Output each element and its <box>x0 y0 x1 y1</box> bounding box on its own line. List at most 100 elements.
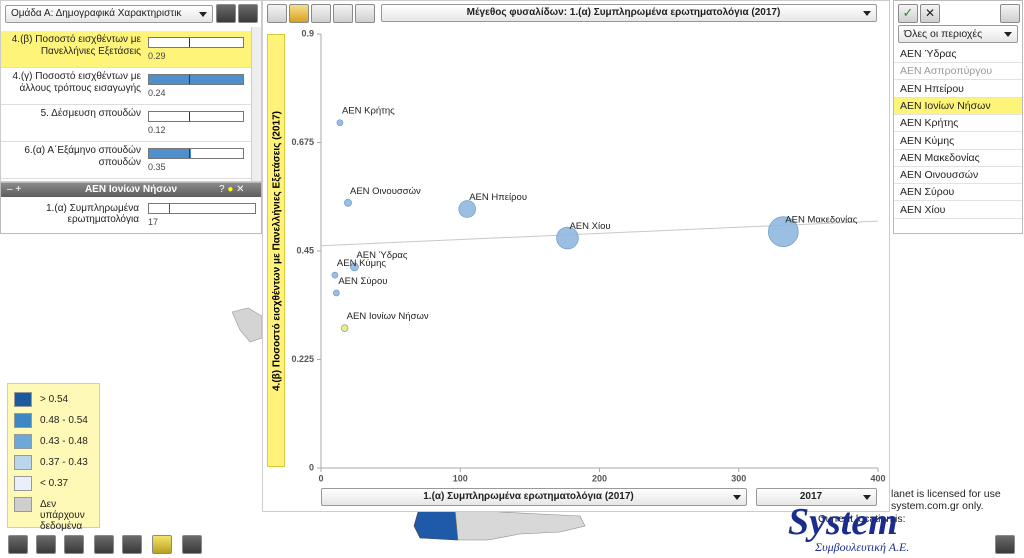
bubble <box>350 262 359 272</box>
bubble <box>340 324 349 332</box>
region-item[interactable]: ΑΕΝ Οινουσσών <box>894 167 1022 185</box>
region-item[interactable]: ΑΕΝ Κρήτης <box>894 115 1022 133</box>
region-item[interactable]: ΑΕΝ Σύρου <box>894 184 1022 202</box>
region-item[interactable]: ΑΕΝ Ύδρας <box>894 46 1022 63</box>
legend-item: 0.48 - 0.54 <box>14 413 100 433</box>
bubble-size-select[interactable]: Μέγεθος φυσαλίδων: 1.(α) Συμπληρωμένα ερ… <box>381 4 877 22</box>
search-button[interactable] <box>216 4 236 23</box>
indicator[interactable]: 4.(β) Ποσοστό εισχθέντων με Πανελλήνιες … <box>1 31 251 68</box>
panel-controls[interactable]: ? ● ✕ <box>219 184 245 195</box>
y-tick-label: 0.9 <box>301 28 314 38</box>
row-label: 1.(α) Συμπληρωμένα ερωτηματολόγια <box>46 203 139 225</box>
table-button[interactable] <box>122 535 142 554</box>
indicator-marker <box>189 38 190 47</box>
region-list: ΑΕΝ Ύδρας ΑΕΝ Ασπροπύργου ΑΕΝ Ηπείρου ΑΕΝ Ι… <box>894 46 1022 226</box>
bubble-label: ΑΕΝ Μακεδονίας <box>785 215 857 226</box>
legend-item: 0.43 - 0.48 <box>14 434 100 454</box>
indicator-panel: Ομάδα Α: Δημογραφικά Χαρακτηριστικ 4.(β)… <box>0 0 262 182</box>
region-selected <box>413 507 459 541</box>
legend-label: Δεν υπάρχουν δεδομένα <box>40 499 85 532</box>
scrollbar[interactable] <box>251 27 261 181</box>
chart-type-button[interactable] <box>289 4 309 23</box>
tools-button[interactable] <box>94 535 114 554</box>
bubble-label: ΑΕΝ Ηπείρου <box>469 192 527 203</box>
region-item[interactable]: ΑΕΝ Κύμης <box>894 133 1022 150</box>
y-axis-title: 4.(β) Ποσοστό εισχθέντων με Πανελλήνιες … <box>272 111 283 391</box>
bubble <box>344 198 352 207</box>
indicator-value: 0.35 <box>148 162 166 172</box>
legend-swatch <box>14 392 32 407</box>
bubble <box>768 216 799 248</box>
indicator[interactable]: 6.(α) Α΄Εξάμηνο σπουδών σπουδών 0.35 <box>1 142 251 179</box>
row-bar-box <box>148 203 256 214</box>
location-text: Current location is: <box>818 513 906 525</box>
indicator-label: 4.(β) Ποσοστό εισχθέντων με Πανελλήνιες … <box>11 34 141 57</box>
collapse[interactable]: – + <box>7 184 22 195</box>
fullscreen-button[interactable] <box>182 535 202 554</box>
x-axis-select[interactable]: 1.(α) Συμπληρωμένα ερωτηματολόγια (2017) <box>321 488 747 506</box>
delete[interactable] <box>1000 4 1020 23</box>
region-filter[interactable]: Όλες οι περιοχές <box>898 25 1018 43</box>
view-button[interactable] <box>8 535 28 554</box>
clear-all[interactable]: ✕ <box>920 4 940 23</box>
chart-panel: Μέγεθος φυσαλίδων: 1.(α) Συμπληρωμένα ερ… <box>262 0 890 512</box>
region-selector: ✓ ✕ Όλες οι περιοχές ΑΕΝ Ύδρας ΑΕΝ Ασπροπ… <box>893 0 1023 234</box>
indicator[interactable]: 5. Δέσμευση σπουδών 0.12 <box>1 105 251 142</box>
favorite-button[interactable] <box>238 4 258 23</box>
indicator-marker <box>189 149 190 158</box>
group-select[interactable]: Ομάδα Α: Δημογραφικά Χαρακτηριστικ <box>5 5 213 23</box>
region-item[interactable]: ΑΕΝ Ηπείρου <box>894 81 1022 98</box>
table-button[interactable] <box>333 4 353 23</box>
download-button[interactable] <box>36 535 56 554</box>
bubble-button[interactable] <box>64 535 84 554</box>
settings-button[interactable] <box>355 4 375 23</box>
map-fullscreen[interactable] <box>995 535 1015 554</box>
legend-item: 0.37 - 0.43 <box>14 455 100 475</box>
y-tick-label: 0.225 <box>291 354 314 364</box>
y-axis-select[interactable] <box>267 34 285 467</box>
region-item[interactable]: ΑΕΝ Μακεδονίας <box>894 150 1022 167</box>
x-tick-label: 200 <box>592 473 607 483</box>
legend-item: Δεν υπάρχουν δεδομένα <box>14 497 100 532</box>
indicator-list: 4.(β) Ποσοστό εισχθέντων με Πανελλήνιες … <box>1 31 251 181</box>
legend-swatch <box>14 476 32 491</box>
expand-button[interactable] <box>267 4 287 23</box>
indicator-value: 0.12 <box>148 125 166 135</box>
indicator-value: 0.29 <box>148 51 166 61</box>
legend-label: 0.43 - 0.48 <box>40 436 88 447</box>
select-all[interactable]: ✓ <box>898 4 918 23</box>
legend-item: > 0.54 <box>14 392 100 412</box>
indicator[interactable]: 4.(γ) Ποσοστό εισχθέντων με άλλους τρόπο… <box>1 68 251 105</box>
logo: System <box>788 501 898 543</box>
region-panel-title: ΑΕΝ Ιονίων Νήσων <box>1 183 261 197</box>
indicator-label: 6.(α) Α΄Εξάμηνο σπουδών σπουδών <box>24 145 141 168</box>
x-tick-label: 400 <box>870 473 885 483</box>
bubble <box>331 271 339 279</box>
legend-item: < 0.37 <box>14 476 100 496</box>
year-select[interactable]: 2017 <box>756 488 877 506</box>
region-item[interactable]: ΑΕΝ Ασπροπύργου <box>894 63 1022 81</box>
x-tick-label: 300 <box>731 473 746 483</box>
bubble <box>336 119 344 127</box>
region-item[interactable]: ΑΕΝ Ιονίων Νήσων <box>894 97 1022 115</box>
legend-swatch <box>14 434 32 449</box>
bubble <box>556 226 579 250</box>
panel-button[interactable] <box>152 535 172 554</box>
license-text: lanet is licensed for use <box>891 488 1001 500</box>
indicator-bar-box <box>148 148 244 159</box>
region-item[interactable]: ΑΕΝ Χίου <box>894 202 1022 219</box>
bubble <box>332 289 340 297</box>
bubble-label: ΑΕΝ Οινουσσών <box>350 186 421 197</box>
indicator-bar-box <box>148 111 244 122</box>
legend: > 0.54 0.48 - 0.54 0.43 - 0.48 0.37 - 0.43 <… <box>7 383 100 532</box>
list-button[interactable] <box>311 4 331 23</box>
bubble-label: ΑΕΝ Ιονίων Νήσων <box>347 311 429 322</box>
region <box>454 507 586 541</box>
legend-label: 0.37 - 0.43 <box>40 457 88 468</box>
chart: 4.(β) Ποσοστό εισχθέντων με Πανελλήνιες … <box>272 28 886 483</box>
indicator-bar-box <box>148 37 244 48</box>
x-tick-label: 0 <box>318 473 323 483</box>
indicator-marker <box>189 75 190 84</box>
indicator-bar-fill <box>149 149 191 158</box>
